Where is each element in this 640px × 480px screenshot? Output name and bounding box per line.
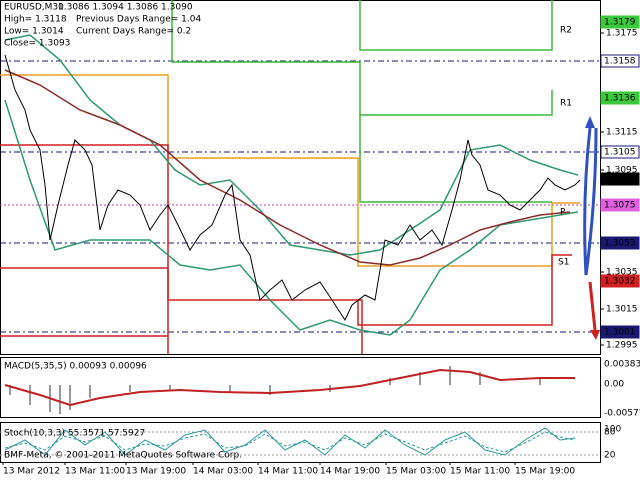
panel-frame bbox=[0, 357, 601, 418]
time-tick-label: 13 Mar 11:00 bbox=[65, 467, 125, 477]
macd-signal bbox=[4, 368, 575, 407]
stoch-tick-label: 20 bbox=[604, 451, 616, 461]
footer-text: BMF-Meta, © 2001-2011 MetaQuotes Softwar… bbox=[4, 451, 242, 461]
price-tick-label: 1.3035 bbox=[606, 268, 638, 278]
level-label-box bbox=[600, 91, 640, 105]
lower-band bbox=[4, 99, 579, 336]
stoch-main bbox=[4, 427, 576, 456]
main-panel bbox=[0, 0, 601, 355]
pivot-support bbox=[0, 144, 572, 354]
price-tick-label: 1.2995 bbox=[606, 341, 638, 351]
level-label: 1.3090 bbox=[604, 175, 636, 185]
level-label: 1.3105 bbox=[604, 148, 636, 158]
macd-tick-label: -0.00577 bbox=[604, 409, 640, 419]
level-label: 1.3032 bbox=[604, 277, 636, 287]
time-tick-label: 14 Mar 03:00 bbox=[193, 467, 253, 477]
pivot-label: P bbox=[560, 208, 566, 218]
forecast-arrow-down bbox=[588, 281, 597, 331]
macd-tick-label: 0.00 bbox=[604, 380, 624, 390]
level-label-box bbox=[600, 145, 640, 159]
stoch-panel bbox=[0, 422, 601, 463]
price-line bbox=[4, 54, 581, 322]
price-tick-label: 1.3115 bbox=[606, 128, 638, 138]
time-tick-label: 14 Mar 11:00 bbox=[258, 467, 318, 477]
header-text: Low= 1.3014 bbox=[4, 27, 64, 37]
header-text: Previous Days Range= 1.04 bbox=[76, 15, 201, 25]
time-tick-label: 14 Mar 19:00 bbox=[320, 467, 380, 477]
stoch-title: Stoch(10,3,3) 55.3571 57.5927 bbox=[4, 429, 145, 439]
level-label: 1.3075 bbox=[604, 201, 636, 211]
time-tick-label: 15 Mar 11:00 bbox=[450, 467, 510, 477]
level-label-box bbox=[600, 198, 640, 212]
header-text: 1.3086 1.3094 1.3086 1.3090 bbox=[58, 3, 193, 13]
level-label: 1.3001 bbox=[604, 328, 636, 338]
panel-frame bbox=[0, 0, 601, 355]
macd-tick-label: 0.00383 bbox=[604, 360, 640, 370]
header-text: EURUSD,M30 bbox=[4, 3, 64, 13]
level-label-box bbox=[600, 15, 640, 29]
level-label-box bbox=[600, 274, 640, 288]
time-tick-label: 15 Mar 03:00 bbox=[386, 467, 446, 477]
level-label: 1.3053 bbox=[604, 239, 636, 249]
time-tick-label: 13 Mar 19:00 bbox=[126, 467, 186, 477]
pivot-label: S1 bbox=[558, 258, 569, 268]
price-tick-label: 1.3175 bbox=[606, 29, 638, 39]
moving-average bbox=[4, 69, 571, 266]
stoch-tick-label: 80 bbox=[604, 428, 616, 438]
stoch-tick-label: 100 bbox=[604, 425, 621, 435]
pivot-line bbox=[0, 74, 580, 267]
level-label-box bbox=[600, 325, 640, 339]
forecast-arrow-up bbox=[583, 127, 598, 276]
pivot-label: R2 bbox=[560, 26, 572, 36]
time-tick-label: 15 Mar 19:00 bbox=[515, 467, 575, 477]
arrow-head-down bbox=[590, 330, 600, 340]
price-tick-label: 1.3095 bbox=[606, 166, 638, 176]
arrow-head-up bbox=[585, 116, 595, 128]
macd-title: MACD(5,35,5) 0.00093 0.00096 bbox=[4, 362, 147, 372]
level-label: 1.3158 bbox=[604, 57, 636, 67]
level-label-box bbox=[600, 236, 640, 250]
pivot-label: R1 bbox=[560, 99, 572, 109]
level-label: 1.3136 bbox=[604, 94, 636, 104]
price-tick-label: 1.3015 bbox=[606, 305, 638, 315]
pivot-resistance bbox=[171, 0, 553, 203]
upper-band bbox=[4, 34, 579, 256]
level-label-box bbox=[600, 54, 640, 68]
level-label: 1.3179 bbox=[604, 18, 636, 28]
level-label-box bbox=[600, 172, 640, 186]
panel-frame bbox=[0, 422, 601, 463]
header-text: High= 1.3118 bbox=[4, 15, 67, 25]
macd-histogram bbox=[9, 366, 541, 414]
header-text: Current Days Range= 0.2 bbox=[76, 27, 191, 37]
macd-panel bbox=[0, 357, 601, 418]
header-text: Close= 1.3093 bbox=[4, 39, 70, 49]
stoch-signal bbox=[4, 431, 576, 453]
level-lines bbox=[0, 60, 600, 333]
time-tick-label: 13 Mar 2012 bbox=[3, 467, 60, 477]
